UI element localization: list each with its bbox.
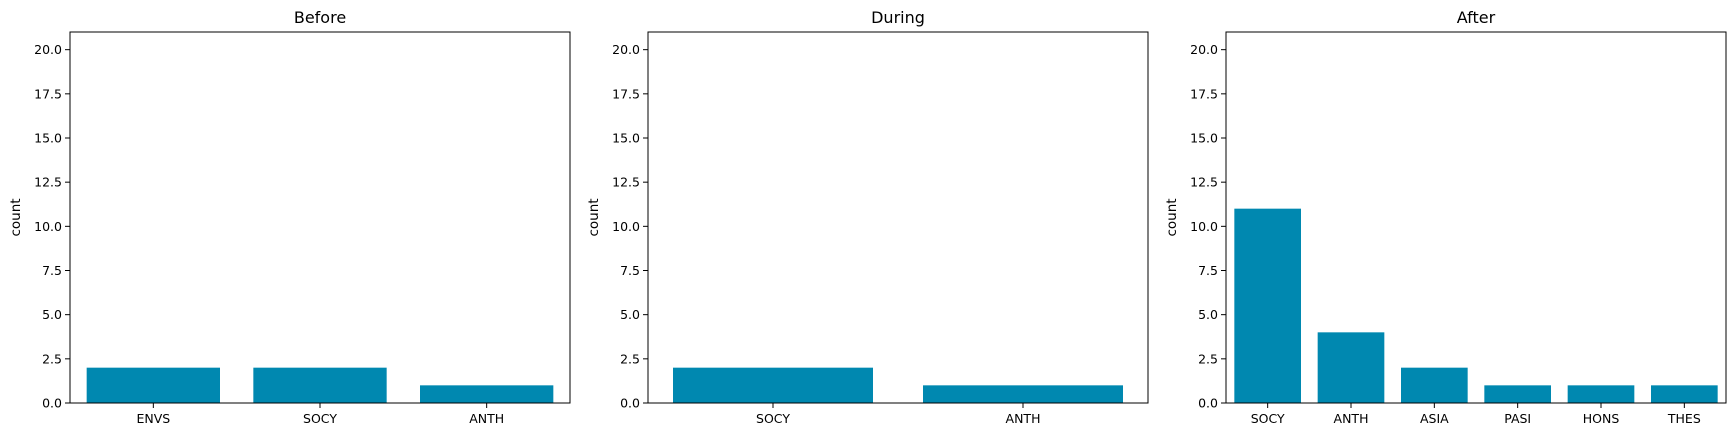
chart-panel-1: 0.0 2.5 5.0 7.5 10.0 12.5 15.0 17.5 20.0 SOCY ANTH…	[586, 8, 1149, 426]
bar-socy	[673, 367, 873, 403]
y-tick-label: 15.0	[1190, 131, 1218, 146]
y-tick-label: 2.5	[1198, 351, 1218, 366]
y-tick-label: 12.5	[612, 175, 640, 190]
chart-panel-0: 0.0 2.5 5.0 7.5 10.0 12.5 15.0 17.5 20.0 ENVS SOCY…	[8, 8, 571, 426]
y-tick-label: 10.0	[34, 219, 62, 234]
plot-frame	[1225, 31, 1727, 404]
y-tick-label: 0.0	[42, 396, 62, 411]
x-tick-label: ANTH	[1006, 411, 1041, 426]
y-tick-label: 20.0	[612, 42, 640, 57]
y-tick-label: 2.5	[620, 351, 640, 366]
bar-socy	[253, 367, 387, 403]
y-tick-label: 12.5	[1190, 175, 1218, 190]
y-tick-label: 12.5	[34, 175, 62, 190]
y-tick-label: 2.5	[42, 351, 62, 366]
y-tick-label: 0.0	[620, 396, 640, 411]
y-tick-label: 5.0	[620, 307, 640, 322]
x-tick-label: PASI	[1504, 411, 1531, 426]
x-tick-label: SOCY	[756, 411, 790, 426]
x-tick-label: ASIA	[1420, 411, 1449, 426]
y-tick-label: 17.5	[34, 86, 62, 101]
bar-anth	[923, 385, 1123, 403]
y-tick-label: 15.0	[34, 131, 62, 146]
x-tick-label: ENVS	[136, 411, 170, 426]
y-axis-label: count	[586, 198, 602, 236]
chart-title: Before	[294, 8, 346, 27]
chart-title: During	[871, 8, 925, 27]
x-tick-label: SOCY	[1251, 411, 1285, 426]
y-tick-label: 10.0	[1190, 219, 1218, 234]
y-tick-label: 5.0	[1198, 307, 1218, 322]
y-tick-label: 0.0	[1198, 396, 1218, 411]
y-tick-label: 20.0	[1190, 42, 1218, 57]
y-tick-label: 7.5	[42, 263, 62, 278]
bar-asia	[1401, 367, 1468, 403]
y-tick-label: 15.0	[612, 131, 640, 146]
bar-anth	[420, 385, 554, 403]
y-axis-label: count	[8, 198, 24, 236]
bar-socy	[1234, 208, 1301, 403]
bar-anth	[1317, 332, 1385, 403]
y-axis-label: count	[1164, 198, 1180, 236]
x-tick-label: SOCY	[303, 411, 337, 426]
x-tick-label: HONS	[1583, 411, 1620, 426]
x-tick-label: ANTH	[469, 411, 504, 426]
y-tick-label: 17.5	[612, 86, 640, 101]
chart-title: After	[1457, 8, 1496, 27]
plot-frame	[69, 31, 571, 404]
plot-frame	[647, 31, 1149, 404]
bar-envs	[86, 367, 221, 403]
y-tick-label: 20.0	[34, 42, 62, 57]
chart-panel-2: 0.0 2.5 5.0 7.5 10.0 12.5 15.0 17.5 20.0 SOCY ANTH…	[1164, 8, 1727, 426]
y-tick-label: 7.5	[1198, 263, 1218, 278]
x-tick-label: THES	[1667, 411, 1701, 426]
bar-thes	[1651, 385, 1718, 403]
y-tick-label: 7.5	[620, 263, 640, 278]
y-tick-label: 10.0	[612, 219, 640, 234]
bar-hons	[1567, 385, 1635, 403]
x-tick-label: ANTH	[1334, 411, 1369, 426]
bar-pasi	[1484, 385, 1551, 403]
y-tick-label: 17.5	[1190, 86, 1218, 101]
y-tick-label: 5.0	[42, 307, 62, 322]
